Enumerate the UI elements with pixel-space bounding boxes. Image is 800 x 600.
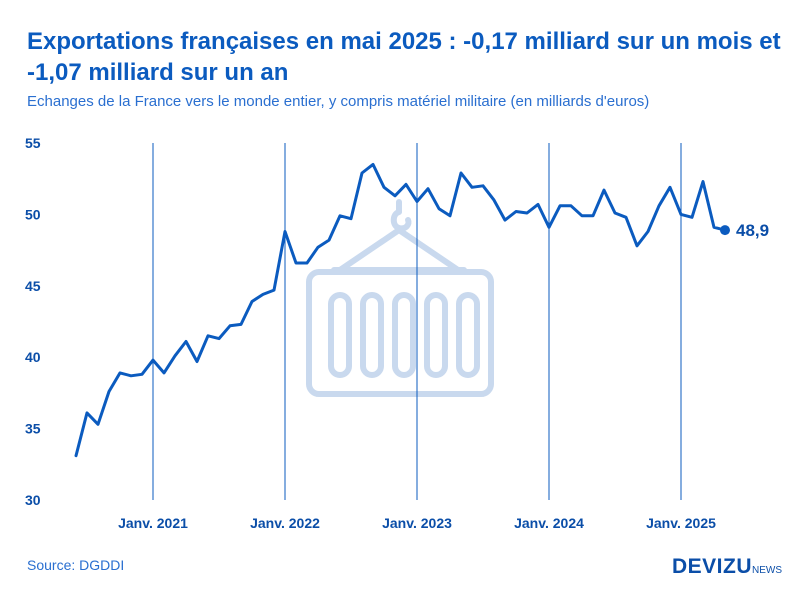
- y-tick-label: 50: [25, 206, 41, 222]
- chart-subtitle: Echanges de la France vers le monde enti…: [27, 93, 650, 110]
- y-tick-label: 40: [25, 349, 41, 365]
- y-axis-ticks: 30 35 40 45 50 55: [25, 135, 41, 508]
- last-value-marker: [720, 225, 730, 236]
- y-tick-label: 55: [25, 135, 41, 151]
- x-axis-ticks: Janv. 2021 Janv. 2022 Janv. 2023 Janv. 2024…: [118, 515, 716, 531]
- x-tick-label: Janv. 2022: [250, 515, 320, 531]
- last-value-label: 48,9: [736, 221, 769, 240]
- container-icon: [306, 199, 494, 397]
- x-tick-label: Janv. 2023: [382, 515, 452, 531]
- brand-suffix: NEWS: [752, 565, 783, 576]
- y-tick-label: 30: [25, 492, 41, 508]
- exports-series-line: [74, 162, 727, 458]
- y-tick-label: 45: [25, 278, 41, 294]
- y-tick-label: 35: [25, 421, 41, 437]
- x-tick-label: Janv. 2021: [118, 515, 188, 531]
- x-tick-label: Janv. 2025: [646, 515, 716, 531]
- brand-logo: DEVIZUNEWS: [672, 555, 782, 579]
- chart-title: Exportations françaises en mai 2025 : -0…: [27, 28, 781, 86]
- x-tick-label: Janv. 2024: [514, 515, 584, 531]
- source-note: Source: DGDDI: [27, 557, 125, 573]
- brand-name: DEVIZU: [672, 555, 753, 578]
